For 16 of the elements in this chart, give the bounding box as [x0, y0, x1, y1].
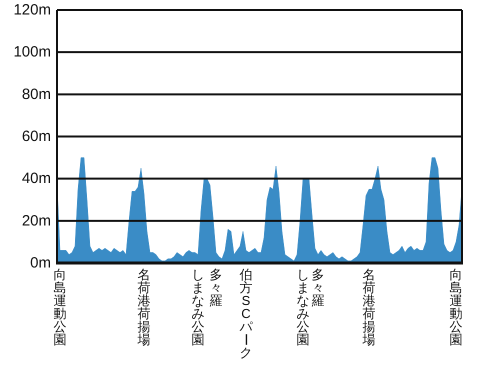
y-tick-label: 120m: [13, 2, 51, 18]
y-tick-label: 100m: [13, 44, 51, 61]
y-tick-label: 40m: [22, 170, 51, 188]
x-tick-label: 多々羅: [210, 267, 222, 308]
x-tick-label: 名荷港荷揚場: [136, 267, 150, 347]
x-tick-label: しまなみ公園: [192, 267, 204, 347]
y-tick-label: 60m: [22, 128, 51, 145]
y-tick-label: 80m: [22, 86, 51, 103]
y-tick-label: 0m: [30, 254, 51, 272]
x-tick-label: 伯方SCパーク: [238, 267, 254, 360]
x-tick-label: 向島運動公園: [450, 267, 462, 347]
x-tick-label: 向島運動公園: [54, 267, 66, 347]
x-tick-label: 名荷港荷揚場: [362, 267, 376, 347]
y-tick-label: 20m: [22, 212, 51, 230]
x-tick-label: 多々羅: [312, 267, 324, 308]
x-tick-label: しまなみ公園: [296, 267, 310, 347]
